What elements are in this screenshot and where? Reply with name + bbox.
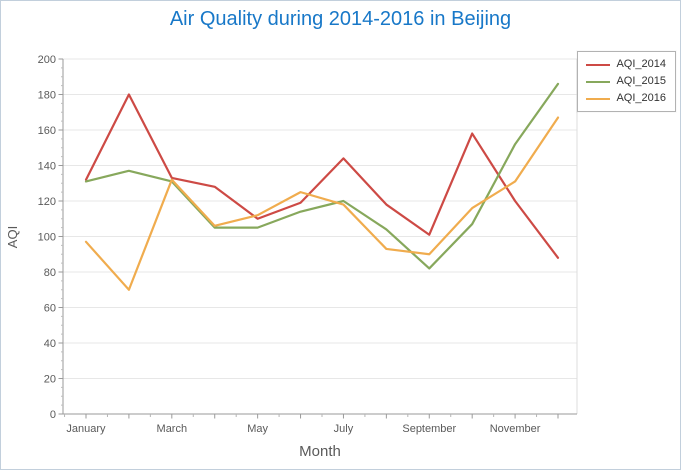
svg-text:0: 0 xyxy=(50,409,56,421)
series-line-aqi_2014 xyxy=(84,93,560,259)
aqi-2015-line-swatch-icon xyxy=(586,80,611,83)
legend-item-aqi-2015: AQI_2015 xyxy=(586,76,666,87)
svg-text:July: July xyxy=(334,423,354,435)
series-line-aqi_2016 xyxy=(84,116,560,291)
svg-text:20: 20 xyxy=(44,374,56,386)
svg-text:May: May xyxy=(247,423,268,435)
x-axis-ticks: January March May July September November xyxy=(64,414,559,435)
legend-item-aqi-2016: AQI_2016 xyxy=(586,93,666,104)
series-line-aqi_2015 xyxy=(84,82,560,270)
svg-text:120: 120 xyxy=(38,196,56,208)
legend-label-aqi-2014: AQI_2014 xyxy=(616,58,666,70)
svg-text:40: 40 xyxy=(44,338,56,350)
svg-text:September: September xyxy=(402,423,456,435)
gridlines xyxy=(63,58,577,379)
svg-text:180: 180 xyxy=(38,90,56,102)
svg-text:November: November xyxy=(490,423,541,435)
svg-text:160: 160 xyxy=(38,125,56,137)
chart-title: Air Quality during 2014-2016 in Beijing xyxy=(169,8,512,30)
svg-text:200: 200 xyxy=(38,54,56,66)
aqi-2016-line-swatch-icon xyxy=(586,97,611,100)
svg-text:140: 140 xyxy=(38,161,56,173)
svg-text:80: 80 xyxy=(44,267,56,279)
svg-text:January: January xyxy=(66,423,106,435)
y-axis-title: AQI xyxy=(5,225,20,249)
legend-item-aqi-2014: AQI_2014 xyxy=(586,59,666,70)
legend: AQI_2014 AQI_2015 AQI_2016 xyxy=(577,51,676,112)
legend-label-aqi-2015: AQI_2015 xyxy=(616,75,666,87)
x-axis-title: Month xyxy=(299,443,341,460)
y-axis-ticks: 0 20 40 60 80 100 120 140 160 180 200 xyxy=(38,54,63,421)
legend-label-aqi-2016: AQI_2016 xyxy=(616,92,666,104)
svg-text:March: March xyxy=(157,423,188,435)
svg-text:100: 100 xyxy=(38,232,56,244)
aqi-2014-line-swatch-icon xyxy=(586,63,611,66)
svg-text:60: 60 xyxy=(44,303,56,315)
